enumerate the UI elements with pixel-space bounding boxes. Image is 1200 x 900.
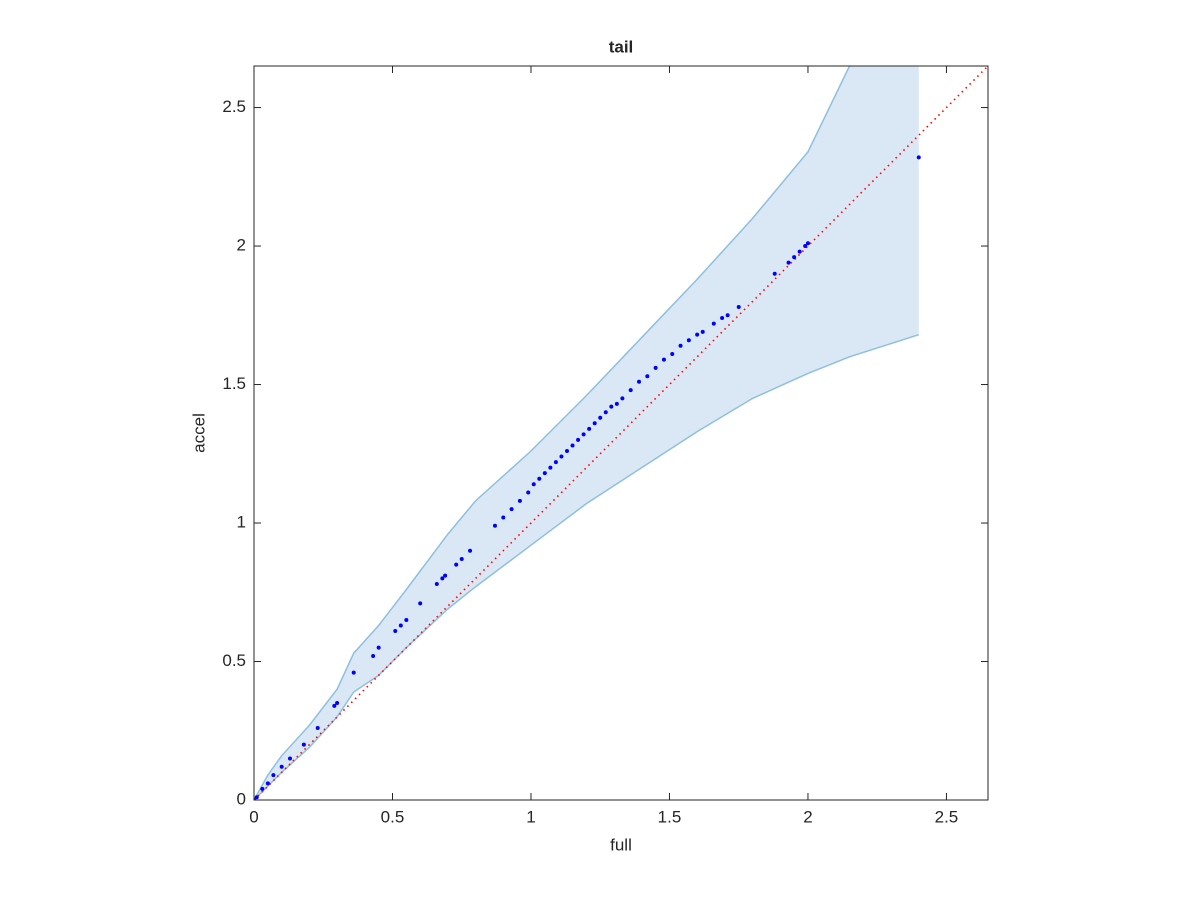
- point: [592, 421, 597, 426]
- point: [736, 304, 741, 309]
- point: [542, 471, 547, 476]
- point: [371, 653, 376, 658]
- y-tick-label: 2: [237, 236, 246, 255]
- x-tick-label: 0: [249, 807, 258, 826]
- axes: 0 0.5 1 1.5 2 2.5 0 0.5 1 1.5 2 2.5: [222, 65, 989, 826]
- chart-title: tail: [609, 37, 634, 56]
- point: [335, 701, 340, 706]
- x-tick-label: 1.5: [658, 807, 682, 826]
- point: [711, 321, 716, 326]
- point: [260, 786, 265, 791]
- point: [670, 352, 675, 357]
- point: [559, 454, 564, 459]
- point: [576, 437, 581, 442]
- point: [614, 401, 619, 406]
- x-tick-label: 2: [803, 807, 812, 826]
- point: [620, 396, 625, 401]
- point: [454, 562, 459, 567]
- point: [772, 271, 777, 276]
- point: [678, 343, 683, 348]
- point: [720, 316, 725, 321]
- point: [517, 498, 522, 503]
- point: [265, 781, 270, 786]
- point: [653, 365, 658, 370]
- point: [628, 388, 633, 393]
- point: [553, 460, 558, 465]
- point: [725, 313, 730, 318]
- point: [351, 670, 356, 675]
- point: [301, 742, 306, 747]
- point: [376, 645, 381, 650]
- point: [603, 410, 608, 415]
- y-tick-label: 2.5: [222, 97, 246, 116]
- point: [570, 443, 575, 448]
- point: [418, 601, 423, 606]
- point: [916, 155, 921, 160]
- point: [598, 415, 603, 420]
- point: [315, 725, 320, 730]
- point: [271, 773, 276, 778]
- point: [700, 329, 705, 334]
- point: [459, 557, 464, 562]
- point: [468, 548, 473, 553]
- point: [254, 795, 259, 800]
- point: [404, 617, 409, 622]
- point: [537, 476, 542, 481]
- point: [645, 374, 650, 379]
- x-tick-label: 0.5: [381, 807, 405, 826]
- y-tick-label: 1.5: [222, 374, 246, 393]
- point: [492, 523, 497, 528]
- y-tick-label: 0.5: [222, 651, 246, 670]
- point: [803, 244, 808, 249]
- x-axis-label: full: [610, 835, 632, 854]
- point: [695, 332, 700, 337]
- point: [609, 404, 614, 409]
- band-area: [254, 66, 919, 800]
- y-tick-label: 1: [237, 513, 246, 532]
- point: [786, 260, 791, 265]
- point: [686, 338, 691, 343]
- y-tick-label: 0: [237, 789, 246, 808]
- point: [501, 515, 506, 520]
- y-axis-label: accel: [189, 413, 208, 453]
- point: [637, 379, 642, 384]
- point: [548, 465, 553, 470]
- point: [509, 507, 514, 512]
- point: [587, 426, 592, 431]
- point: [398, 623, 403, 628]
- point: [440, 576, 445, 581]
- point: [797, 249, 802, 254]
- point: [434, 581, 439, 586]
- point: [288, 756, 293, 761]
- point: [805, 241, 810, 246]
- axes-box: [253, 65, 989, 801]
- point: [581, 432, 586, 437]
- x-tick-label: 2.5: [935, 807, 959, 826]
- point: [279, 764, 284, 769]
- point: [393, 629, 398, 634]
- band-lower: [254, 333, 919, 800]
- point: [443, 573, 448, 578]
- point: [332, 703, 337, 708]
- plot-area: [254, 66, 988, 800]
- x-tick-label: 1: [526, 807, 535, 826]
- band-upper: [254, 66, 851, 800]
- point: [564, 449, 569, 454]
- point: [792, 255, 797, 260]
- point: [661, 357, 666, 362]
- point: [531, 482, 536, 487]
- point: [526, 490, 531, 495]
